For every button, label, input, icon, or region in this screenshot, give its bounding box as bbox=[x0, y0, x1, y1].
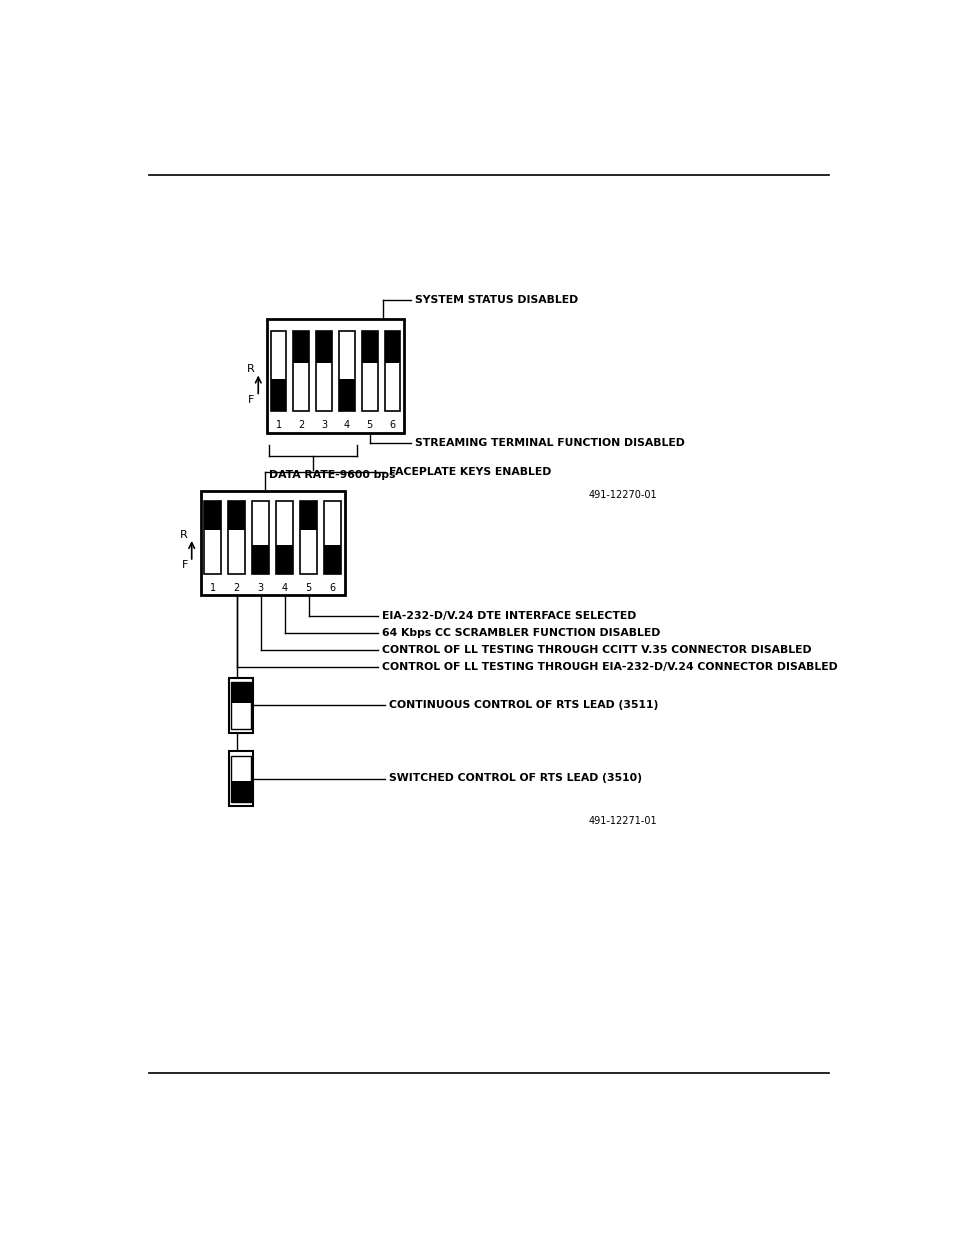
Bar bbox=[228, 501, 245, 530]
Bar bbox=[384, 331, 400, 363]
Text: FACEPLATE KEYS ENABLED: FACEPLATE KEYS ENABLED bbox=[389, 467, 551, 477]
Bar bbox=[300, 501, 316, 530]
Bar bbox=[204, 501, 221, 574]
Bar bbox=[231, 682, 251, 729]
Bar bbox=[231, 781, 251, 802]
Text: CONTROL OF LL TESTING THROUGH EIA-232-D/V.24 CONNECTOR DISABLED: CONTROL OF LL TESTING THROUGH EIA-232-D/… bbox=[381, 662, 837, 672]
Bar bbox=[267, 320, 403, 433]
Bar bbox=[384, 331, 400, 411]
Bar bbox=[361, 331, 377, 363]
Bar bbox=[300, 501, 316, 574]
Bar bbox=[231, 756, 251, 802]
Text: 2: 2 bbox=[233, 583, 239, 593]
Bar bbox=[276, 545, 293, 574]
Bar bbox=[324, 545, 341, 574]
Bar bbox=[271, 331, 286, 411]
Bar bbox=[204, 501, 221, 530]
Text: 3: 3 bbox=[257, 583, 263, 593]
Text: 6: 6 bbox=[330, 583, 335, 593]
Bar bbox=[315, 331, 332, 363]
Text: R: R bbox=[247, 364, 254, 374]
Bar bbox=[231, 682, 251, 703]
Text: F: F bbox=[181, 559, 188, 569]
Text: 5: 5 bbox=[366, 420, 373, 431]
Text: SWITCHED CONTROL OF RTS LEAD (3510): SWITCHED CONTROL OF RTS LEAD (3510) bbox=[389, 773, 641, 783]
Bar bbox=[200, 490, 344, 595]
Text: STREAMING TERMINAL FUNCTION DISABLED: STREAMING TERMINAL FUNCTION DISABLED bbox=[415, 438, 684, 448]
Text: 6: 6 bbox=[389, 420, 395, 431]
Text: 1: 1 bbox=[210, 583, 215, 593]
Text: SYSTEM STATUS DISABLED: SYSTEM STATUS DISABLED bbox=[415, 295, 578, 305]
Text: 2: 2 bbox=[298, 420, 304, 431]
Text: 491-12270-01: 491-12270-01 bbox=[588, 490, 657, 500]
Bar bbox=[252, 545, 269, 574]
Text: DATA RATE-9600 bps: DATA RATE-9600 bps bbox=[269, 469, 395, 479]
Bar bbox=[324, 501, 341, 574]
Text: 5: 5 bbox=[305, 583, 312, 593]
Text: 64 Kbps CC SCRAMBLER FUNCTION DISABLED: 64 Kbps CC SCRAMBLER FUNCTION DISABLED bbox=[381, 629, 659, 638]
Text: CONTINUOUS CONTROL OF RTS LEAD (3511): CONTINUOUS CONTROL OF RTS LEAD (3511) bbox=[389, 700, 658, 710]
Text: 491-12271-01: 491-12271-01 bbox=[588, 816, 657, 826]
Bar bbox=[271, 379, 286, 411]
Bar bbox=[338, 331, 355, 411]
Text: 4: 4 bbox=[343, 420, 350, 431]
Bar bbox=[252, 501, 269, 574]
Text: CONTROL OF LL TESTING THROUGH CCITT V.35 CONNECTOR DISABLED: CONTROL OF LL TESTING THROUGH CCITT V.35… bbox=[381, 646, 810, 656]
Bar bbox=[229, 678, 253, 734]
Text: 3: 3 bbox=[321, 420, 327, 431]
Text: F: F bbox=[248, 395, 254, 405]
Bar bbox=[338, 379, 355, 411]
Bar bbox=[229, 751, 253, 806]
Bar bbox=[228, 501, 245, 574]
Text: 1: 1 bbox=[275, 420, 281, 431]
Bar bbox=[293, 331, 309, 363]
Text: R: R bbox=[180, 530, 188, 540]
Bar bbox=[276, 501, 293, 574]
Bar bbox=[315, 331, 332, 411]
Text: EIA-232-D/V.24 DTE INTERFACE SELECTED: EIA-232-D/V.24 DTE INTERFACE SELECTED bbox=[381, 611, 636, 621]
Text: 4: 4 bbox=[281, 583, 288, 593]
Bar bbox=[361, 331, 377, 411]
Bar bbox=[293, 331, 309, 411]
